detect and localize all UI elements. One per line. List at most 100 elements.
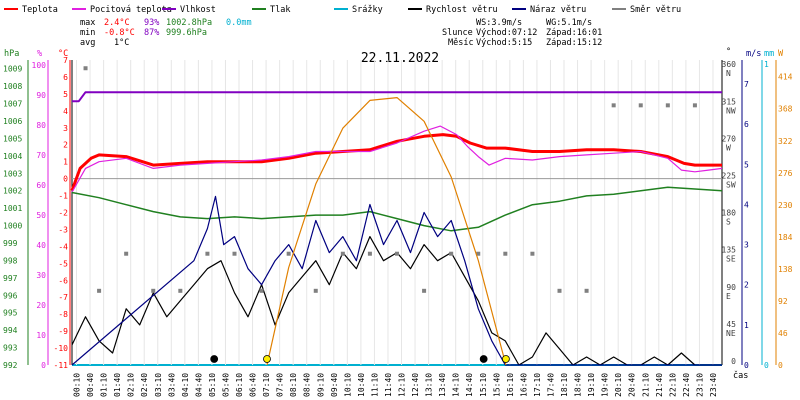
wind-direction-point	[367, 251, 372, 256]
x-tick-label: 16:10	[506, 373, 515, 397]
pressure-tick: 1006	[3, 117, 22, 126]
pressure-tick: 1003	[3, 169, 22, 178]
wind-speed-stat: WS:3.9m/s	[476, 18, 522, 28]
x-tick-label: 16:40	[519, 373, 528, 397]
x-tick-label: 20:10	[614, 373, 623, 397]
temperature-tick: -1	[58, 192, 68, 201]
wind-speed-line	[71, 236, 722, 366]
x-tick-label: 00:10	[73, 373, 82, 397]
x-tick-label: 18:40	[574, 373, 583, 397]
unit-percent: %	[37, 49, 42, 59]
stat-max-temp: 2.4°C	[104, 18, 130, 28]
wind-direction-point	[530, 251, 535, 256]
direction-tick-compass: NE	[726, 329, 736, 338]
direction-tick-degrees: 180	[722, 209, 737, 218]
unit-hpa: hPa	[4, 49, 19, 59]
temperature-tick: 3	[63, 124, 68, 133]
x-tick-label: 13:10	[425, 373, 434, 397]
pressure-tick: 997	[3, 274, 18, 283]
wind-direction-point	[395, 251, 399, 256]
ground-temperature-line	[71, 125, 723, 193]
x-tick-label: 18:10	[560, 373, 569, 397]
sun-label: Slunce	[442, 28, 473, 38]
direction-tick-degrees: 315	[722, 97, 737, 106]
moonrise-text: Východ:5:15	[476, 38, 532, 48]
direction-tick-compass: E	[726, 292, 731, 301]
x-tick-label: 07:10	[262, 373, 271, 397]
pressure-tick: 998	[3, 256, 18, 265]
pressure-tick: 995	[3, 309, 18, 318]
solar-tick: 276	[778, 169, 793, 178]
x-tick-label: 12:10	[398, 373, 407, 397]
moon-label: Měsíc	[448, 38, 474, 48]
legend-label: Rychlost větru	[426, 5, 498, 15]
temperature-tick: -9	[58, 327, 68, 336]
rain-tick: 0	[764, 361, 769, 370]
wind-gust-line	[71, 195, 722, 366]
wind-speed-tick: 7	[744, 80, 749, 89]
x-tick-label: 02:10	[127, 373, 136, 397]
humidity-tick: 10	[36, 331, 46, 340]
unit-degree: °	[726, 47, 731, 57]
temperature-tick: -5	[58, 259, 68, 268]
x-tick-label: 10:40	[357, 373, 366, 397]
x-tick-label: 15:10	[479, 373, 488, 397]
stat-max-press: 1002.8hPa	[166, 18, 212, 28]
pressure-line	[71, 186, 723, 232]
x-tick-label: 21:40	[655, 373, 664, 397]
x-tick-label: 05:10	[208, 373, 217, 397]
wind-direction-point	[692, 103, 697, 108]
humidity-tick: 20	[36, 301, 46, 310]
sunrise-text: Východ:07:12	[476, 28, 537, 38]
legend-label: Teplota	[22, 5, 58, 15]
temperature-tick: -3	[58, 225, 68, 234]
temperature-tick: -11	[54, 361, 69, 370]
wind-speed-tick: 0	[744, 361, 749, 370]
x-tick-label: 15:40	[492, 373, 501, 397]
direction-tick-compass: SW	[726, 181, 736, 190]
x-tick-label: 01:10	[100, 373, 109, 397]
wind-direction-point	[340, 251, 345, 256]
unit-ms: m/s	[746, 49, 761, 59]
pressure-tick: 1001	[3, 204, 22, 213]
x-tick-label: 22:40	[682, 373, 691, 397]
solar-tick: 46	[778, 329, 788, 338]
stat-min-hum: 87%	[144, 28, 159, 38]
x-tick-label: 03:40	[167, 373, 176, 397]
x-tick-label: 10:10	[343, 373, 352, 397]
wind-direction-point	[665, 103, 670, 108]
wind-direction-point	[584, 288, 589, 293]
rain-tick: 1	[764, 60, 769, 69]
humidity-tick: 70	[36, 151, 46, 160]
direction-tick-degrees: 270	[722, 134, 737, 143]
x-tick-label: 00:40	[86, 373, 95, 397]
unit-celsius: °C	[58, 49, 68, 59]
wind-direction-point	[476, 251, 481, 256]
solar-tick: 414	[778, 73, 793, 82]
pressure-tick: 1009	[3, 65, 22, 74]
pressure-tick: 993	[3, 344, 18, 353]
wind-sun-block: WS:3.9m/s WG:5.1m/s Slunce Východ:07:12 …	[442, 18, 602, 48]
temperature-tick: 5	[63, 90, 68, 99]
wind-direction-point	[313, 288, 318, 293]
axes: 9929939949959969979989991000100110021003…	[3, 56, 793, 370]
temperature-tick: 4	[63, 107, 68, 116]
wind-direction-point	[97, 288, 102, 293]
direction-tick-degrees: 135	[722, 246, 737, 255]
direction-tick-degrees: 90	[726, 283, 736, 292]
x-tick-label: 04:40	[194, 373, 203, 397]
chart-date: 22.11.2022	[361, 51, 439, 66]
solar-tick: 230	[778, 201, 793, 210]
direction-tick-compass: S	[726, 218, 731, 227]
stat-min-label: min	[80, 28, 95, 38]
legend-label: Náraz větru	[530, 5, 586, 15]
stat-avg-temp: 1°C	[114, 38, 129, 48]
x-tick-label: 08:10	[289, 373, 298, 397]
direction-tick-compass: W	[726, 143, 731, 152]
pressure-tick: 996	[3, 291, 18, 300]
pressure-tick: 994	[3, 326, 18, 335]
wind-direction-point	[232, 251, 237, 256]
pressure-tick: 1002	[3, 187, 22, 196]
temperature-tick: -10	[54, 344, 69, 353]
axis-units: hPa % °C ° m/s mm W	[4, 47, 784, 59]
